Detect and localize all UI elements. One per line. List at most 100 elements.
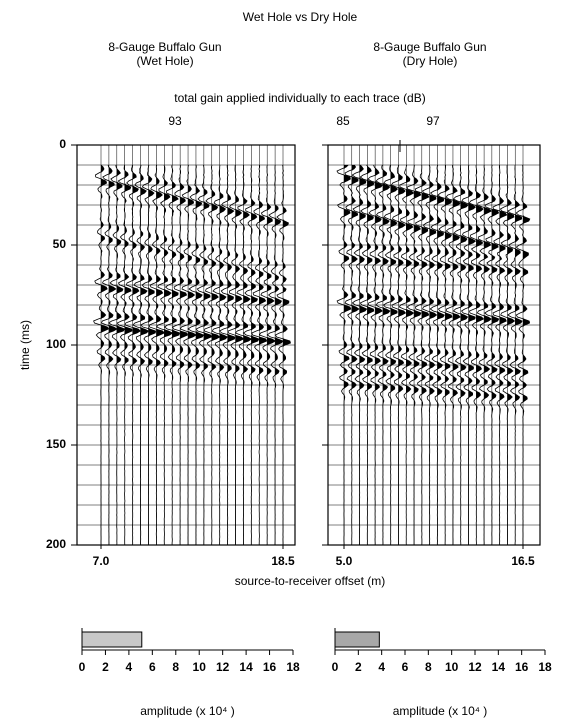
trace-wiggle <box>344 164 360 546</box>
trace-wiggle <box>437 165 453 546</box>
trace-fill <box>507 165 515 545</box>
trace-fill <box>180 165 188 545</box>
x-tick-label: 7.0 <box>93 554 110 568</box>
trace-wiggle <box>163 164 181 545</box>
y-tick-label: 200 <box>46 537 66 551</box>
trace-wiggle <box>187 164 205 546</box>
amp-tick-label: 8 <box>425 660 432 674</box>
amp-tick-label: 16 <box>515 660 529 674</box>
trace-fill <box>382 165 390 545</box>
trace-fill <box>219 165 228 545</box>
amp-tick-label: 6 <box>402 660 409 674</box>
trace-fill <box>351 165 359 545</box>
trace-wiggle <box>116 164 133 546</box>
trace-wiggle <box>351 164 368 545</box>
trace-wiggle <box>359 164 375 546</box>
trace-wiggle <box>421 164 438 546</box>
trace-wiggle <box>492 164 508 546</box>
trace-fill <box>267 165 276 545</box>
trace-wiggle <box>148 164 165 545</box>
trace-fill <box>188 165 197 545</box>
amp-tick-label: 8 <box>172 660 179 674</box>
trace-wiggle <box>195 164 212 545</box>
y-tick-label: 0 <box>59 137 66 151</box>
x-tick-label: 5.0 <box>336 554 353 568</box>
trace-wiggle <box>107 164 126 546</box>
trace-wiggle <box>234 164 253 546</box>
trace-fill <box>243 165 252 545</box>
amp-tick-label: 4 <box>126 660 133 674</box>
trace-wiggle <box>429 164 445 546</box>
trace-wiggle <box>406 164 422 545</box>
trace-fill <box>195 165 204 545</box>
amp-tick-label: 0 <box>79 660 86 674</box>
trace-wiggle <box>139 164 157 546</box>
trace-fill <box>484 165 492 545</box>
gain-value: 85 <box>336 114 350 128</box>
trace-wiggle <box>100 164 118 546</box>
trace-wiggle <box>499 164 516 545</box>
amp-tick-label: 6 <box>149 660 156 674</box>
trace-fill <box>251 165 259 545</box>
amp-bar <box>334 631 380 648</box>
trace-fill <box>460 165 469 545</box>
gain-value: 93 <box>168 114 182 128</box>
trace-fill <box>491 165 499 545</box>
amp-tick-label: 4 <box>378 660 385 674</box>
trace-wiggle <box>452 165 469 545</box>
trace-wiggle <box>398 164 415 546</box>
trace-wiggle <box>375 164 391 546</box>
panel-subtitle: 8-Gauge Buffalo Gun <box>108 40 221 54</box>
trace-fill <box>499 165 507 545</box>
amp-bar <box>81 631 143 648</box>
trace-wiggle <box>258 164 277 546</box>
trace-fill <box>437 165 445 545</box>
amp-tick-label: 12 <box>468 660 482 674</box>
amp-tick-label: 12 <box>216 660 230 674</box>
trace-wiggle <box>132 164 150 546</box>
amp-label: amplitude (x 10⁴ ) <box>140 704 235 718</box>
trace-wiggle <box>172 164 189 545</box>
trace-fill <box>344 165 351 545</box>
trace-wiggle <box>483 164 500 546</box>
y-tick-label: 100 <box>46 337 66 351</box>
trace-wiggle <box>266 164 284 545</box>
amp-tick-label: 0 <box>332 660 339 674</box>
trace-wiggle <box>515 164 531 546</box>
trace-fill <box>406 165 414 545</box>
trace-wiggle <box>227 164 245 546</box>
trace-wiggle <box>218 165 236 546</box>
trace-fill <box>124 165 132 545</box>
amp-tick-label: 18 <box>538 660 552 674</box>
trace-wiggle <box>445 165 461 546</box>
trace-fill <box>515 165 523 545</box>
trace-wiggle <box>204 164 221 545</box>
trace-fill <box>164 165 173 545</box>
y-tick-label: 50 <box>53 237 67 251</box>
trace-wiggle <box>468 165 485 546</box>
y-tick-label: 150 <box>46 437 66 451</box>
trace-fill <box>476 165 484 545</box>
trace-wiggle <box>251 164 268 545</box>
trace-fill <box>445 165 452 545</box>
trace-fill <box>452 165 461 545</box>
panel-subtitle: 8-Gauge Buffalo Gun <box>373 40 486 54</box>
amp-tick-label: 18 <box>286 660 300 674</box>
trace-wiggle <box>336 164 352 545</box>
trace-wiggle <box>274 164 291 546</box>
trace-fill <box>359 165 367 545</box>
trace-wiggle <box>93 164 110 546</box>
amp-tick-label: 14 <box>492 660 506 674</box>
trace-wiggle <box>156 164 174 545</box>
amp-tick-label: 14 <box>239 660 253 674</box>
trace-wiggle <box>460 164 477 546</box>
trace-wiggle <box>179 164 197 545</box>
x-tick-label: 18.5 <box>271 554 295 568</box>
gain-value: 97 <box>426 114 440 128</box>
trace-wiggle <box>211 164 229 546</box>
gain-label: total gain applied individually to each … <box>174 91 425 105</box>
trace-wiggle <box>382 164 399 545</box>
amp-tick-label: 10 <box>193 660 207 674</box>
trace-wiggle <box>242 164 260 545</box>
